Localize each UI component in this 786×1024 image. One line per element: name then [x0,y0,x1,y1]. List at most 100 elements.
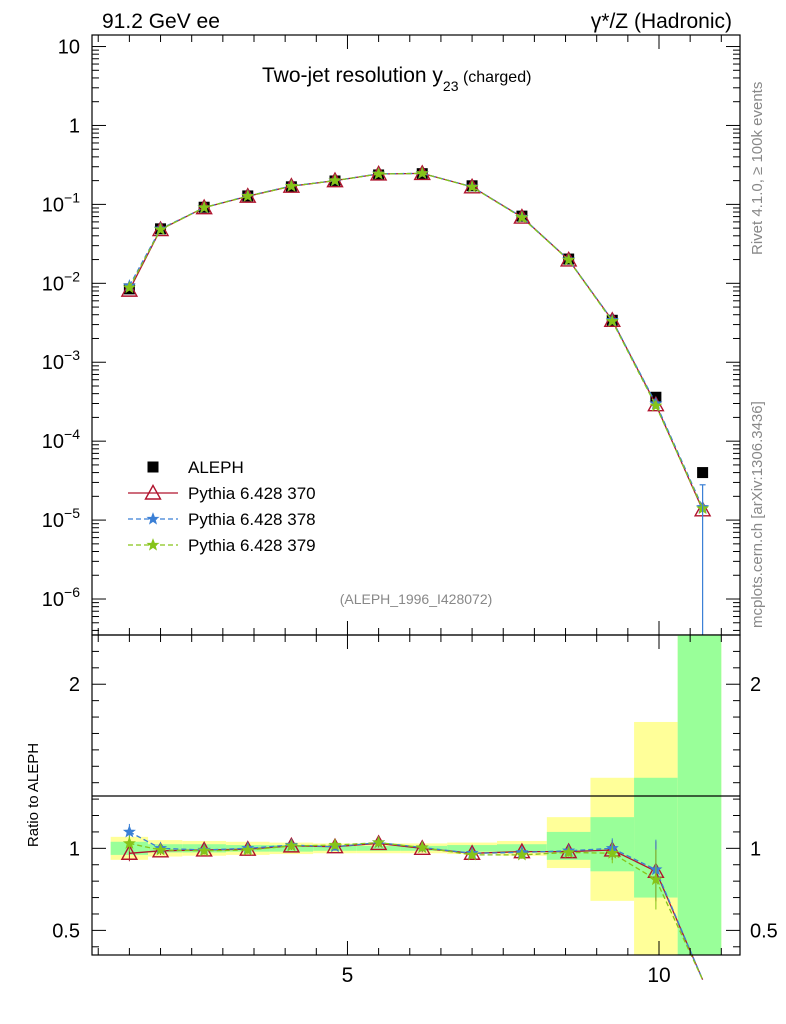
ratio-y-tick-label-right: 0.5 [750,920,778,942]
ratio-point [122,825,136,838]
data-point [605,314,619,327]
legend-item: Pythia 6.428 370 [128,484,316,503]
ratio-y-tick-label: 0.5 [52,920,80,942]
ratio-ticks: 0.5 0.5 1 1 2 2 5 10 [52,634,778,987]
y-tick-exponent: −2 [64,268,80,284]
data-point [328,173,342,187]
legend-marker [147,461,159,473]
ratio-series-layer [120,823,704,980]
data-point [515,210,529,224]
legend-label: Pythia 6.428 370 [188,484,316,503]
data-point [241,189,255,202]
y-tick-label: 1 [69,115,80,137]
ratio-point [515,848,529,861]
rivet-version-label: Rivet 4.1.0, ≥ 100k events [749,82,766,255]
ratio-point [465,848,479,861]
legend-label: Pythia 6.428 379 [188,536,316,555]
legend-label: ALEPH [188,458,244,477]
legend-marker [146,538,160,551]
y-tick-mantissa: 10 [42,273,64,295]
series-line [128,172,704,509]
data-point [697,467,709,479]
x-tick-label: 5 [342,964,354,987]
data-point [562,253,576,266]
legend-item: ALEPH [147,458,244,477]
ratio-band-stat [356,845,401,851]
ratio-y-tick-label: 2 [69,674,80,696]
legend: ALEPH Pythia 6.428 370 Pythia 6.428 378 Pyt… [128,458,316,555]
y-tick-exponent: −6 [64,584,80,600]
ratio-point [328,838,342,851]
data-point [153,222,168,236]
ratio-y-tick-label-right: 2 [750,674,761,696]
ratio-point [241,843,255,856]
data-point [465,180,479,193]
ratio-point [372,835,386,849]
y-tick-mantissa: 10 [42,589,64,611]
y-tick-mantissa: 10 [58,37,80,59]
y-tick-mantissa: 1 [69,115,80,137]
data-point [284,179,298,192]
ratio-line [129,841,704,980]
plot-title-subscript: 23 [443,78,459,94]
plot-title: Two-jet resolution y23 (charged) [262,64,531,94]
ratio-bands [110,635,722,955]
plot-title-suffix: (charged) [459,69,532,86]
series-pythia-6.428-379 [122,166,710,515]
data-point [197,200,211,214]
ratio-band-stat [677,635,722,955]
ratio-point [197,843,211,857]
ratio-y-axis-label: Ratio to ALEPH [25,743,42,847]
y-tick-exponent: −4 [64,426,80,442]
ratio-point [284,839,298,852]
series-aleph [123,168,709,479]
y-tick-label: 10−5 [42,505,80,532]
ratio-y-tick-label: 1 [69,838,80,860]
data-point [649,399,663,412]
ratio-point [562,845,576,859]
y-tick-exponent: −1 [64,189,80,205]
legend-marker [146,512,160,525]
y-tick-mantissa: 10 [42,194,64,216]
analysis-label: (ALEPH_1996_I428072) [340,591,493,607]
y-tick-label: 10−4 [42,426,80,453]
ratio-point [649,872,663,886]
y-tick-exponent: −5 [64,505,80,521]
y-tick-label: 10−3 [42,347,80,374]
legend-label: Pythia 6.428 378 [188,510,316,529]
ratio-line [129,842,704,980]
ratio-point [415,840,429,854]
data-point [122,280,136,294]
x-tick-label: 10 [647,964,670,987]
ratio-frame [91,634,741,956]
energy-label: 91.2 GeV ee [102,10,220,33]
ratio-point [120,844,139,860]
legend-item: Pythia 6.428 378 [128,510,316,529]
process-label: γ*/Z (Hadronic) [591,10,732,33]
y-tick-label: 10−2 [42,268,80,295]
y-tick-label: 10 [58,37,80,59]
legend-item: Pythia 6.428 379 [128,536,316,555]
ratio-series-pythia-6.428-379 [122,835,704,980]
y-tick-label: 10−1 [42,189,80,216]
main-series-layer [120,164,712,635]
y-tick-exponent: −3 [64,347,80,363]
y-tick-label: 10−6 [42,584,80,611]
data-point [372,167,386,180]
data-point [415,166,429,179]
ratio-panel: 0.5 0.5 1 1 2 2 5 10 Ratio to ALEPH [25,634,778,987]
mcplots-label: mcplots.cern.ch [arXiv:1306.3436] [749,401,766,628]
y-tick-mantissa: 10 [42,431,64,453]
legend-marker [144,484,162,500]
ratio-point [605,846,619,859]
plot-title-main: Two-jet resolution y [262,64,443,87]
data-point [120,281,139,297]
ratio-point [153,843,168,856]
y-tick-mantissa: 10 [42,352,64,374]
ratio-point [122,836,136,850]
ratio-y-tick-label-right: 1 [750,838,761,860]
y-tick-mantissa: 10 [42,510,64,532]
